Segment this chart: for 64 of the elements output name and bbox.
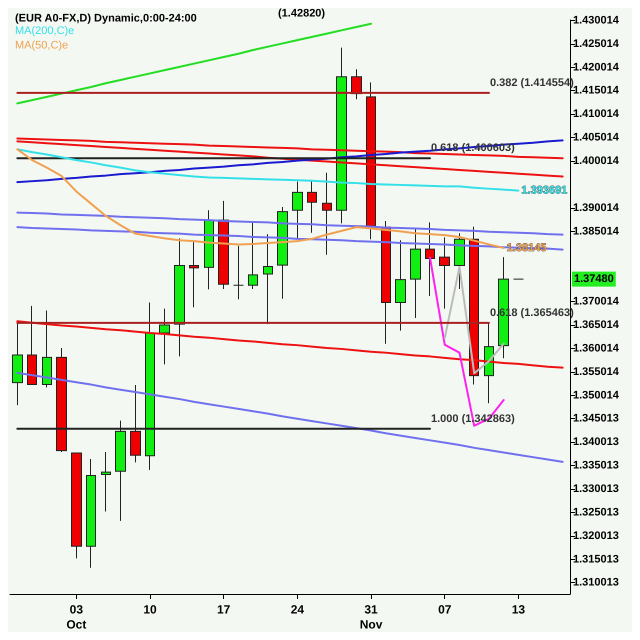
line-series [16, 226, 564, 251]
x-tick-label: 17 [217, 602, 231, 616]
candlestick [86, 458, 96, 568]
candlestick [189, 242, 199, 308]
y-tick-label: 1.365014 [573, 318, 620, 331]
candlestick [307, 180, 317, 234]
candlestick [218, 200, 229, 290]
candlestick [395, 240, 406, 332]
candlestick [71, 452, 82, 559]
x-tick-label: 10 [143, 602, 157, 616]
line-series [16, 212, 564, 236]
text: (1.42820) [278, 8, 326, 20]
y-tick-label: 1.405014 [573, 132, 620, 144]
data-label: 1.393691 [521, 184, 568, 197]
line-series [16, 320, 564, 369]
y-tick-label: 1.385014 [573, 225, 620, 238]
x-tick-label: 03 Oct [66, 602, 86, 632]
candlestick [174, 238, 185, 357]
candlestick [410, 228, 421, 319]
y-tick-label: 1.410014 [573, 108, 620, 120]
candlestick [233, 245, 244, 300]
chart-title: (EUR A0-FX,D) Dynamic,0:00-24:00 [15, 12, 197, 24]
candlestick [248, 221, 258, 290]
x-tick-label: 31 Nov [360, 602, 383, 632]
candlestick [425, 222, 435, 296]
annotation: 1.37480 [574, 273, 614, 286]
y-tick-label: 1.390014 [573, 202, 620, 214]
candlestick [101, 452, 111, 512]
y-tick-label: 1.350014 [573, 389, 620, 402]
y-tick-label: 1.310013 [573, 576, 619, 589]
line-series [16, 372, 564, 463]
line-series [16, 22, 372, 104]
x-tick-label: 24 [290, 602, 304, 616]
y-tick-label: 1.360014 [573, 342, 620, 354]
candlestick [159, 308, 170, 365]
y-tick-label: 1.340013 [573, 436, 619, 448]
x-tick-label: 13 [512, 602, 526, 616]
candlestick [322, 172, 332, 256]
candlestick [27, 305, 37, 386]
candlestick [204, 210, 214, 290]
x-tick-label: 07 [438, 602, 452, 616]
candlestick [381, 220, 391, 344]
y-tick-label: 1.425014 [573, 38, 620, 50]
text: MA(50,C)e [15, 40, 68, 52]
y-tick-label: 1.335013 [573, 460, 619, 472]
candlestick [42, 310, 52, 388]
y-tick-label: 1.370014 [573, 296, 620, 308]
candlestick [439, 236, 450, 310]
text: MA(200,C)e [15, 25, 74, 37]
y-tick-label: 1.315013 [573, 553, 619, 566]
candlestick [277, 206, 288, 300]
y-tick-label: 1.415014 [573, 84, 620, 97]
y-tick-label: 1.420014 [573, 61, 620, 74]
candlestick [454, 232, 465, 290]
y-tick-label: 1.355014 [573, 366, 620, 378]
candlestick [263, 234, 273, 325]
y-tick-label: 1.325013 [573, 506, 619, 518]
y-tick-label: 1.330013 [573, 482, 619, 495]
candlestick [292, 181, 303, 240]
y-tick-label: 1.345013 [573, 412, 619, 425]
candlestick [351, 68, 362, 100]
y-tick-label: 1.320013 [573, 530, 619, 542]
y-tick-label: 1.400014 [573, 154, 620, 167]
y-tick-label: 1.430014 [573, 14, 620, 26]
